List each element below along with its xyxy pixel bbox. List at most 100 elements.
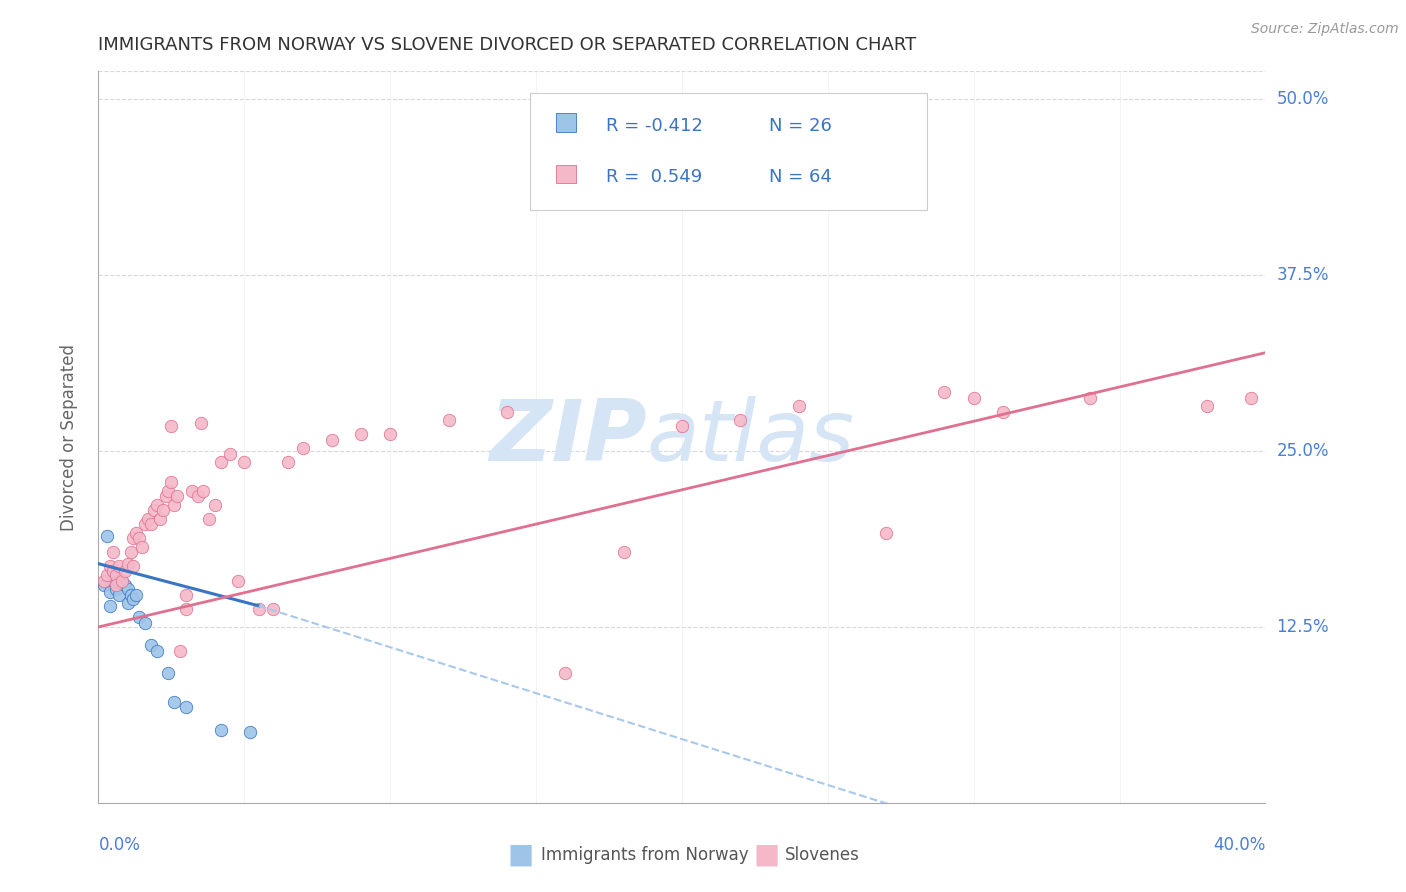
Point <box>180 483 202 498</box>
Point <box>134 517 156 532</box>
Point <box>117 582 139 596</box>
Point <box>125 588 148 602</box>
Text: Slovenes: Slovenes <box>785 846 859 863</box>
Point <box>934 385 956 400</box>
Point <box>160 418 183 433</box>
Point <box>146 498 169 512</box>
Point <box>321 433 343 447</box>
Text: R = -0.412: R = -0.412 <box>606 117 703 136</box>
Text: ZIP: ZIP <box>489 395 647 479</box>
Text: 0.0%: 0.0% <box>98 836 141 854</box>
Point <box>1195 399 1218 413</box>
Bar <box>555 165 576 183</box>
Bar <box>555 113 576 132</box>
Point <box>169 644 191 658</box>
Point <box>198 511 221 525</box>
Point <box>277 455 299 469</box>
Point <box>378 427 402 442</box>
Text: ■: ■ <box>754 840 779 869</box>
Text: 40.0%: 40.0% <box>1213 836 1265 854</box>
Point <box>104 568 127 582</box>
Point <box>98 584 121 599</box>
Point <box>291 442 314 456</box>
Point <box>122 559 145 574</box>
Point <box>1240 391 1263 405</box>
Text: N = 64: N = 64 <box>769 169 832 186</box>
Point <box>174 700 197 714</box>
Point <box>122 532 145 546</box>
Point <box>111 574 134 588</box>
Point <box>350 427 373 442</box>
Point <box>163 498 186 512</box>
Point <box>187 489 209 503</box>
Text: 37.5%: 37.5% <box>1277 267 1329 285</box>
Point <box>108 574 131 589</box>
Text: ■: ■ <box>508 840 533 869</box>
Point <box>247 601 270 615</box>
Text: Immigrants from Norway: Immigrants from Norway <box>541 846 749 863</box>
Point <box>120 545 142 559</box>
Point <box>134 615 156 630</box>
Point <box>174 601 197 615</box>
Point <box>174 588 197 602</box>
Point <box>228 574 250 588</box>
Point <box>108 588 131 602</box>
Point <box>93 578 115 592</box>
Point <box>117 596 139 610</box>
Point <box>131 540 153 554</box>
Point <box>262 601 284 615</box>
FancyBboxPatch shape <box>530 94 927 211</box>
Y-axis label: Divorced or Separated: Divorced or Separated <box>59 343 77 531</box>
Point <box>437 413 460 427</box>
Point <box>163 694 186 708</box>
Point <box>104 582 127 596</box>
Point <box>98 559 121 574</box>
Point <box>218 447 240 461</box>
Point <box>96 568 118 582</box>
Point <box>96 528 118 542</box>
Point <box>101 545 124 559</box>
Point <box>612 545 634 559</box>
Text: R =  0.549: R = 0.549 <box>606 169 703 186</box>
Point <box>554 666 576 681</box>
Point <box>108 559 131 574</box>
Point <box>239 725 262 739</box>
Point <box>166 489 188 503</box>
Text: 25.0%: 25.0% <box>1277 442 1329 460</box>
Point <box>157 666 180 681</box>
Point <box>122 591 145 606</box>
Point <box>160 475 183 489</box>
Point <box>125 525 148 540</box>
Point <box>136 511 159 525</box>
Point <box>98 599 121 613</box>
Text: atlas: atlas <box>647 395 855 479</box>
Point <box>193 483 215 498</box>
Point <box>152 503 174 517</box>
Point <box>101 564 124 578</box>
Point <box>139 517 162 532</box>
Point <box>209 723 232 737</box>
Point <box>146 644 169 658</box>
Point <box>101 574 124 588</box>
Point <box>962 391 984 405</box>
Point <box>671 418 693 433</box>
Point <box>128 610 150 624</box>
Text: IMMIGRANTS FROM NORWAY VS SLOVENE DIVORCED OR SEPARATED CORRELATION CHART: IMMIGRANTS FROM NORWAY VS SLOVENE DIVORC… <box>98 36 917 54</box>
Point <box>111 574 134 588</box>
Point <box>787 399 810 413</box>
Text: 50.0%: 50.0% <box>1277 90 1329 109</box>
Point <box>875 525 897 540</box>
Point <box>114 578 136 592</box>
Point <box>991 405 1014 419</box>
Text: 12.5%: 12.5% <box>1277 618 1329 636</box>
Point <box>233 455 256 469</box>
Point <box>155 489 177 503</box>
Point <box>120 588 142 602</box>
Point <box>728 413 751 427</box>
Point <box>1080 391 1102 405</box>
Text: N = 26: N = 26 <box>769 117 832 136</box>
Point <box>190 416 212 430</box>
Point <box>139 638 162 652</box>
Point <box>142 503 165 517</box>
Point <box>495 405 517 419</box>
